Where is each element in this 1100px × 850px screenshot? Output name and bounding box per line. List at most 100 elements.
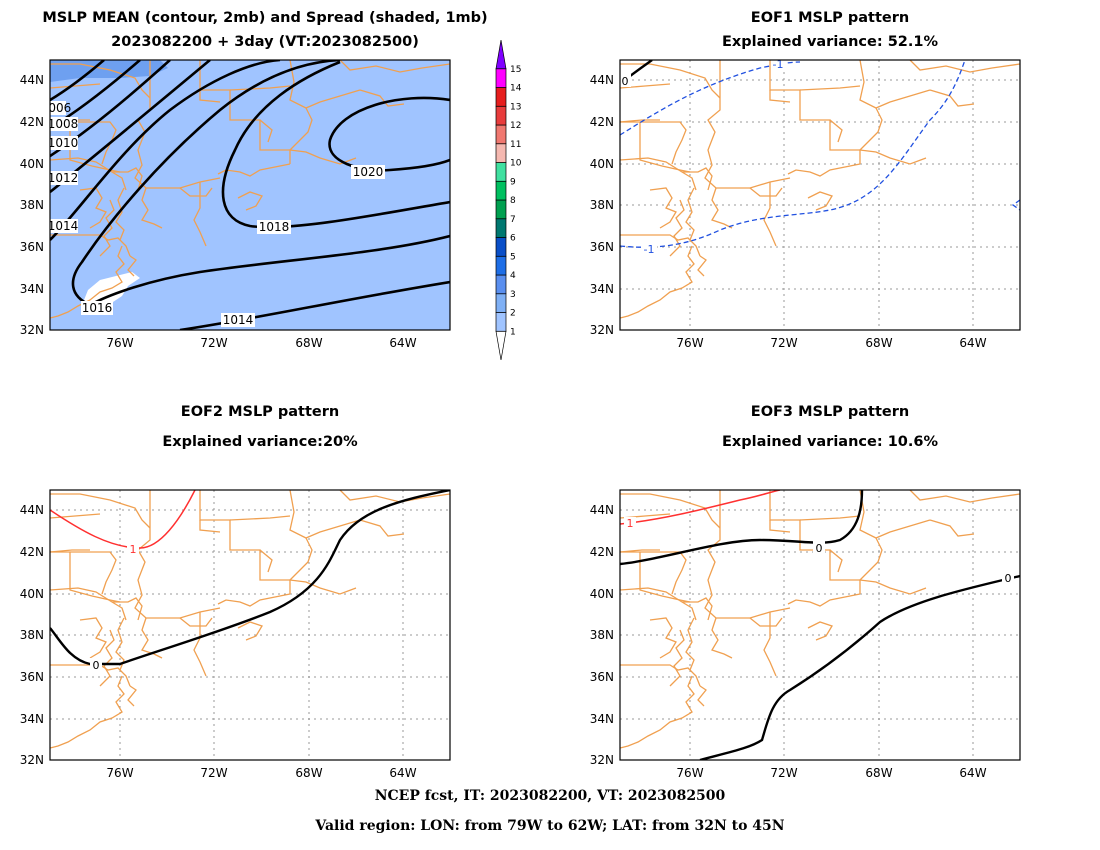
contour-label: 1010: [48, 136, 79, 150]
high-spread-patch: [50, 60, 168, 82]
colorbar-tick-label: 13: [510, 102, 521, 112]
colorbar-tick-label: 9: [510, 177, 516, 187]
eof1-panel-title: EOF1 MSLP pattern: [750, 10, 910, 26]
lon-tick-label: 72W: [770, 336, 797, 350]
colorbar-tick-label: 3: [510, 290, 516, 300]
contour-label: 1008: [48, 117, 79, 131]
lat-tick-label: 44N: [20, 503, 44, 517]
lon-tick-label: 76W: [676, 766, 703, 780]
map-frame: [49, 59, 451, 331]
colorbar-tick-label: 15: [510, 65, 521, 75]
lon-tick-label: 64W: [959, 336, 986, 350]
colorbar-tick-label: 4: [510, 271, 516, 281]
colorbar-segment: [495, 255, 507, 276]
lon-tick-label: 68W: [865, 336, 892, 350]
footer-line-2: Valid region: LON: from 79W to 62W; LAT:…: [315, 818, 785, 834]
lon-tick-label: 72W: [770, 766, 797, 780]
colorbar-segment: [495, 312, 507, 332]
lat-tick-label: 44N: [590, 503, 614, 517]
lon-tick-label: 68W: [295, 336, 322, 350]
colorbar-segment: [495, 162, 507, 182]
colorbar-segment: [495, 293, 507, 313]
lat-tick-label: 34N: [20, 712, 44, 726]
positive-contour: [620, 490, 781, 525]
lat-tick-label: 32N: [590, 753, 614, 767]
zero-contours: [620, 490, 1020, 760]
grid-lines: [50, 490, 450, 760]
colorbar-segment: [495, 330, 507, 361]
colorbar-tick-label: 11: [510, 140, 521, 150]
lat-tick-label: 42N: [20, 115, 44, 129]
lon-tick-label: 76W: [106, 766, 133, 780]
zero-contour: [50, 490, 450, 666]
colorbar-tick-label: 2: [510, 309, 516, 319]
footer-line-1: NCEP fcst, IT: 2023082200, VT: 202308250…: [374, 788, 726, 804]
lat-tick-label: 38N: [20, 628, 44, 642]
lat-tick-label: 40N: [20, 157, 44, 171]
lat-tick-label: 40N: [590, 157, 614, 171]
lat-tick-label: 40N: [20, 587, 44, 601]
colorbar-segment: [495, 124, 507, 145]
lat-tick-label: 34N: [590, 712, 614, 726]
colorbar-tick-label: 7: [510, 215, 516, 225]
colorbar-tick-label: 8: [510, 196, 516, 206]
colorbar-tick-label: 1: [510, 327, 516, 337]
lon-tick-label: 76W: [676, 336, 703, 350]
lon-tick-label: 68W: [865, 766, 892, 780]
colorbar-tick-label: 10: [510, 159, 522, 169]
lat-tick-label: 32N: [20, 323, 44, 337]
colorbar-segment: [495, 274, 507, 295]
colorbar-segment: [495, 218, 507, 238]
contour-label: 1012: [48, 171, 79, 185]
map-frame: [619, 59, 1021, 331]
eof2-map-panel: 1 0: [49, 489, 451, 761]
contour-label: -1: [773, 58, 784, 71]
colorbar-segment: [495, 237, 507, 257]
colorbar-segment: [495, 199, 507, 220]
lat-tick-label: 36N: [590, 670, 614, 684]
grid-lines: [620, 60, 1020, 330]
lat-tick-label: 32N: [590, 323, 614, 337]
lon-tick-label: 68W: [295, 766, 322, 780]
colorbar-tick-label: 12: [510, 121, 521, 131]
lon-tick-label: 72W: [200, 336, 227, 350]
lat-tick-label: 44N: [590, 73, 614, 87]
mean-panel-title: MSLP MEAN (contour, 2mb) and Spread (sha…: [42, 10, 488, 26]
contour-label: 0: [816, 542, 823, 555]
negative-contours: [620, 60, 1020, 248]
lon-tick-label: 64W: [959, 766, 986, 780]
map-frame: [49, 489, 451, 761]
lat-tick-label: 36N: [590, 240, 614, 254]
lat-tick-label: 34N: [20, 282, 44, 296]
colorbar-tick-label: 6: [510, 234, 516, 244]
lon-tick-label: 76W: [106, 336, 133, 350]
mean-panel-subtitle: 2023082200 + 3day (VT:2023082500): [111, 34, 419, 50]
contour-label: 1020: [353, 165, 384, 179]
contour-label: 1014: [223, 313, 254, 327]
contour-label: 1014: [48, 219, 79, 233]
contour-label: 0: [622, 75, 629, 88]
axis-labels: 44N 42N 40N 38N 36N 34N 32N 76W 72W 68W …: [20, 73, 987, 780]
contour-label: 1018: [259, 220, 290, 234]
lat-tick-label: 38N: [590, 628, 614, 642]
lat-tick-label: 36N: [20, 240, 44, 254]
eof1-panel-subtitle: Explained variance: 52.1%: [722, 34, 938, 50]
lat-tick-label: 34N: [590, 282, 614, 296]
lon-tick-label: 72W: [200, 766, 227, 780]
colorbar-segment: [495, 105, 507, 126]
mean-map-panel: 1006 1008 1010 1012 1014 1016 1018 1020 …: [48, 59, 451, 331]
lat-tick-label: 42N: [20, 545, 44, 559]
eof3-panel-title: EOF3 MSLP pattern: [750, 404, 910, 420]
lat-tick-label: 38N: [20, 198, 44, 212]
lat-tick-label: 38N: [590, 198, 614, 212]
lat-tick-label: 32N: [20, 753, 44, 767]
contour-label: 1: [627, 517, 634, 530]
colorbar-segment: [495, 87, 507, 107]
lat-tick-label: 42N: [590, 545, 614, 559]
lon-tick-label: 64W: [389, 336, 416, 350]
eof1-map-panel: 0 -1 -1: [619, 58, 1021, 331]
lat-tick-label: 42N: [590, 115, 614, 129]
mslp-contours: [50, 60, 450, 330]
